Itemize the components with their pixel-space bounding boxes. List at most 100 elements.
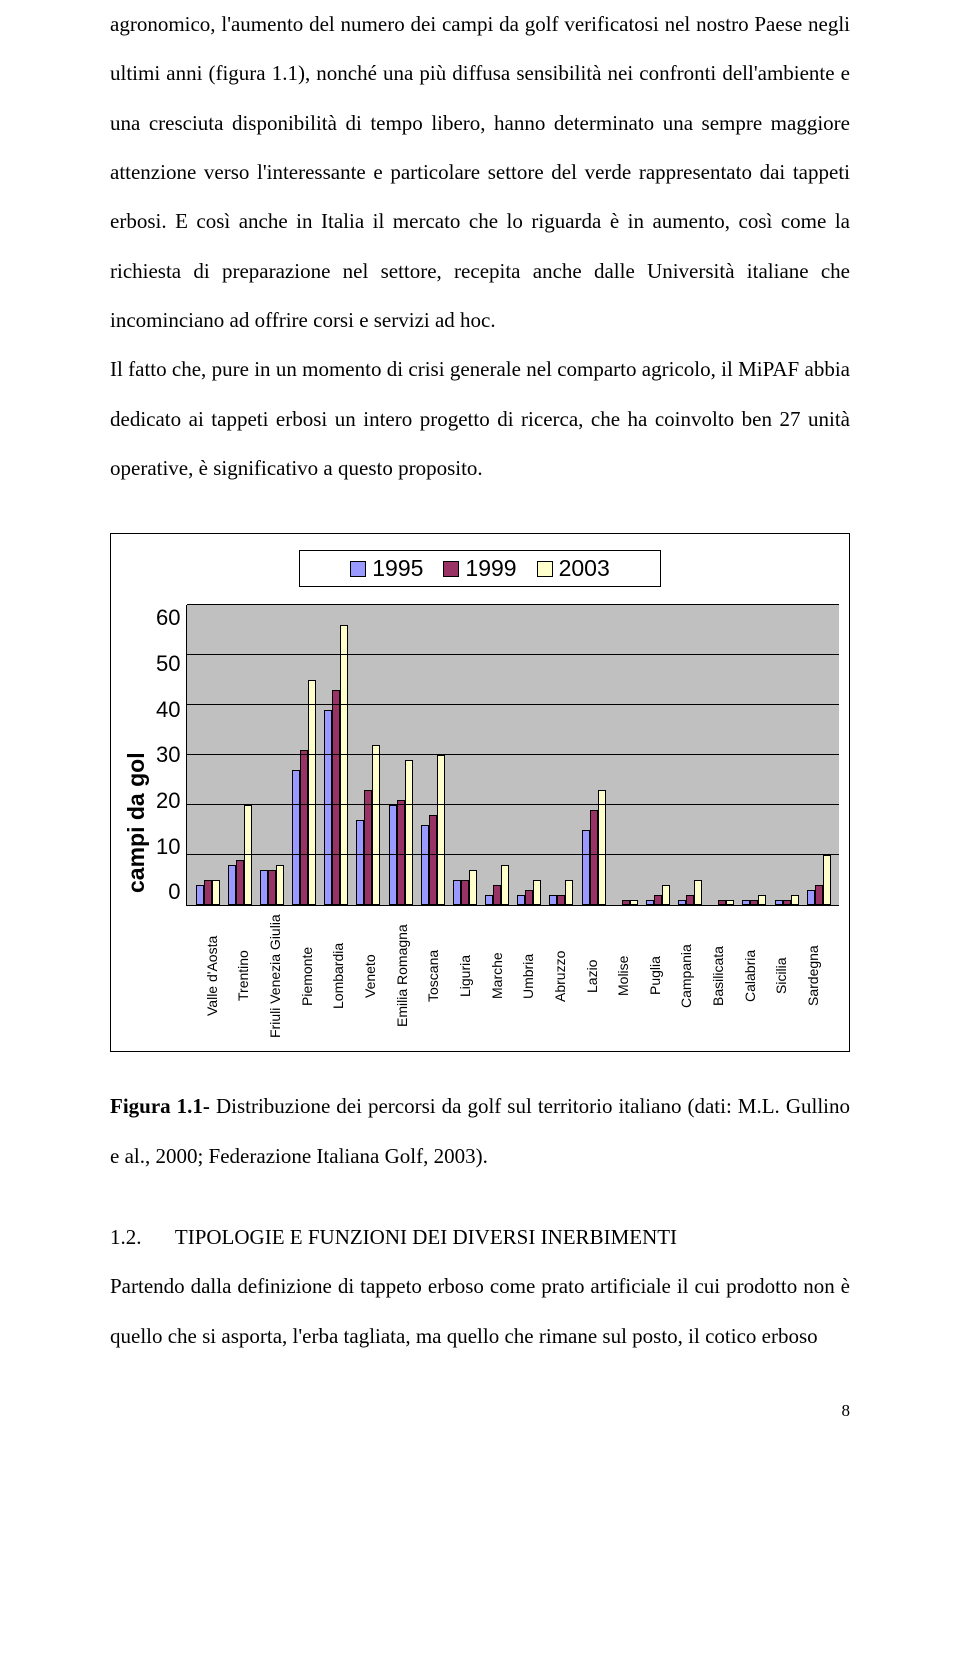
x-label: Valle d'Aosta <box>204 911 232 1041</box>
bar <box>493 885 501 905</box>
bar-group <box>515 880 543 905</box>
bar <box>815 885 823 905</box>
figure-caption-text: Distribuzione dei percorsi da golf sul t… <box>110 1094 850 1167</box>
legend-item-2003: 2003 <box>537 555 610 582</box>
x-label: Liguria <box>457 911 485 1041</box>
bar-group <box>580 790 608 905</box>
legend-label-2003: 2003 <box>559 555 610 582</box>
plot-area <box>186 605 839 906</box>
bar <box>308 680 316 905</box>
grid-line <box>187 704 839 705</box>
bar <box>196 885 204 905</box>
grid-line <box>187 654 839 655</box>
bar <box>549 895 557 905</box>
bar <box>372 745 380 905</box>
bar <box>775 900 783 905</box>
bar <box>726 900 734 905</box>
bar <box>807 890 815 905</box>
bar <box>758 895 766 905</box>
bar <box>389 805 397 905</box>
bar <box>718 900 726 905</box>
bar <box>646 900 654 905</box>
bar-group <box>740 895 768 905</box>
x-label: Marche <box>489 911 517 1041</box>
bar <box>525 890 533 905</box>
bar <box>236 860 244 905</box>
bar <box>461 880 469 905</box>
section-title: TIPOLOGIE E FUNZIONI DEI DIVERSI INERBIM… <box>175 1225 677 1249</box>
bar <box>590 810 598 905</box>
x-label: Abruzzo <box>552 911 580 1041</box>
bar <box>204 880 212 905</box>
bar-group <box>290 680 318 905</box>
x-axis-labels: Valle d'AostaTrentinoFriuli Venezia Giul… <box>198 911 839 1041</box>
legend-item-1999: 1999 <box>443 555 516 582</box>
x-label: Veneto <box>362 911 390 1041</box>
bar <box>429 815 437 905</box>
chart-legend: 1995 1999 2003 <box>299 550 661 587</box>
bar <box>364 790 372 905</box>
figure-caption-lead: Figura 1.1- <box>110 1094 210 1118</box>
golf-fields-chart: 1995 1999 2003 campi da gol 605040302010… <box>110 533 850 1052</box>
grid-line <box>187 854 839 855</box>
bar <box>453 880 461 905</box>
bar <box>598 790 606 905</box>
bar-group <box>451 870 479 905</box>
bar <box>517 895 525 905</box>
y-tick: 10 <box>156 834 180 860</box>
bar-group <box>547 880 575 905</box>
x-label: Friuli Venezia Giulia <box>267 911 295 1041</box>
bar <box>783 900 791 905</box>
bar-group <box>644 885 672 905</box>
y-tick: 20 <box>156 788 180 814</box>
bar <box>397 800 405 905</box>
bar-group <box>322 625 350 905</box>
bar <box>750 900 758 905</box>
paragraph-1: agronomico, l'aumento del numero dei cam… <box>110 0 850 345</box>
bar <box>405 760 413 905</box>
grid-line <box>187 804 839 805</box>
bar-group <box>419 755 447 905</box>
bar <box>501 865 509 905</box>
bar <box>356 820 364 905</box>
grid-line <box>187 754 839 755</box>
bar-group <box>354 745 382 905</box>
x-label: Toscana <box>425 911 453 1041</box>
bar <box>292 770 300 905</box>
bar <box>324 710 332 905</box>
bar <box>276 865 284 905</box>
x-label: Molise <box>615 911 643 1041</box>
x-label: Puglia <box>647 911 675 1041</box>
x-label: Basilicata <box>710 911 738 1041</box>
bar-group <box>805 855 833 905</box>
bar-group <box>483 865 511 905</box>
bar-group <box>194 880 222 905</box>
legend-swatch-1999 <box>443 561 459 577</box>
bar <box>469 870 477 905</box>
bar <box>654 895 662 905</box>
bar <box>268 870 276 905</box>
y-tick: 40 <box>156 697 180 723</box>
x-label: Lazio <box>584 911 612 1041</box>
y-axis-label: campi da gol <box>121 605 156 1041</box>
legend-label-1995: 1995 <box>372 555 423 582</box>
x-label: Campania <box>678 911 706 1041</box>
bar <box>622 900 630 905</box>
bar <box>228 865 236 905</box>
page-number: 8 <box>110 1401 850 1421</box>
bar <box>742 900 750 905</box>
y-axis-ticks: 6050403020100 <box>156 605 186 905</box>
bar <box>212 880 220 905</box>
bar <box>260 870 268 905</box>
bar <box>662 885 670 905</box>
section-body: Partendo dalla definizione di tappeto er… <box>110 1262 850 1361</box>
body-paragraphs: agronomico, l'aumento del numero dei cam… <box>110 0 850 493</box>
bar-group <box>773 895 801 905</box>
bar <box>582 830 590 905</box>
x-label: Lombardia <box>330 911 358 1041</box>
bar <box>694 880 702 905</box>
bar <box>421 825 429 905</box>
legend-label-1999: 1999 <box>465 555 516 582</box>
bar <box>791 895 799 905</box>
x-label: Calabria <box>742 911 770 1041</box>
